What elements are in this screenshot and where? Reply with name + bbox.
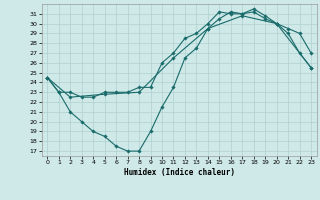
X-axis label: Humidex (Indice chaleur): Humidex (Indice chaleur) [124,168,235,177]
